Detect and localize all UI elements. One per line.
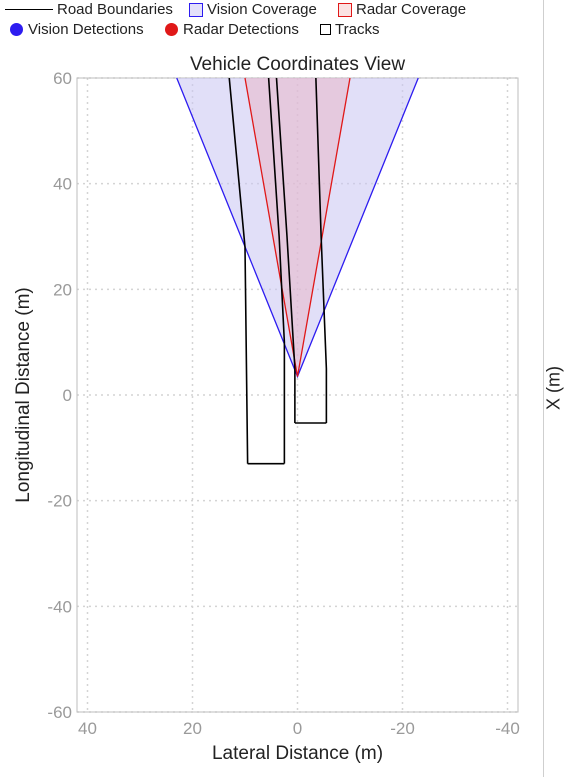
vision-coverage-swatch (189, 2, 203, 17)
legend-road-boundaries[interactable]: Road Boundaries (5, 1, 173, 18)
legend-vision-coverage-label: Vision Coverage (207, 1, 317, 18)
radar-coverage-edge (244, 77, 351, 377)
legend-radar-coverage-label: Radar Coverage (356, 1, 467, 18)
panel-divider (543, 0, 544, 777)
y-tick-label: -20 (47, 492, 72, 511)
y-tick-label: -40 (47, 597, 72, 616)
road-boundary-line-swatch (5, 9, 53, 10)
road-boundary-line (275, 78, 296, 424)
x-tick-label: 20 (183, 719, 202, 738)
chart-title: Vehicle Coordinates View (190, 54, 405, 75)
road-boundary-line (228, 78, 249, 464)
y-tick-label: 0 (63, 386, 72, 405)
y-axis-title: Longitudinal Distance (m) (13, 287, 34, 502)
road-boundary-line (267, 78, 286, 464)
radar-coverage-swatch (338, 2, 352, 17)
right-panel-axis-label: X (m) (543, 366, 564, 410)
x-tick-label: 0 (293, 719, 302, 738)
y-tick-label: 60 (53, 69, 72, 88)
legend-tracks[interactable]: Tracks (320, 21, 379, 38)
road-boundary-line (315, 78, 328, 424)
x-tick-label: 40 (78, 719, 97, 738)
legend-road-boundaries-label: Road Boundaries (57, 1, 173, 18)
legend-radar-detections[interactable]: Radar Detections (165, 21, 299, 38)
legend: Road Boundaries Vision Coverage Radar Co… (0, 0, 545, 42)
x-tick-label: -40 (495, 719, 520, 738)
legend-radar-coverage[interactable]: Radar Coverage (338, 1, 466, 18)
legend-vision-coverage[interactable]: Vision Coverage (189, 1, 317, 18)
legend-tracks-label: Tracks (335, 21, 380, 38)
legend-vision-detections[interactable]: Vision Detections (10, 21, 144, 38)
y-tick-label: 40 (53, 175, 72, 194)
track-square-swatch (320, 24, 331, 35)
legend-radar-detections-label: Radar Detections (183, 21, 299, 38)
radar-detection-dot-swatch (165, 23, 178, 36)
radar-coverage-area (245, 78, 350, 377)
y-tick-label: -60 (47, 703, 72, 722)
y-tick-label: 20 (53, 280, 72, 299)
legend-vision-detections-label: Vision Detections (28, 21, 144, 38)
x-tick-label: -20 (390, 719, 415, 738)
vehicle-coordinates-chart: 40 20 0 -20 -40 60 40 20 0 -20 -40 -60 Vehicle Coord… (13, 54, 520, 764)
x-axis-title: Lateral Distance (m) (212, 743, 383, 764)
vision-detection-dot-swatch (10, 23, 23, 36)
